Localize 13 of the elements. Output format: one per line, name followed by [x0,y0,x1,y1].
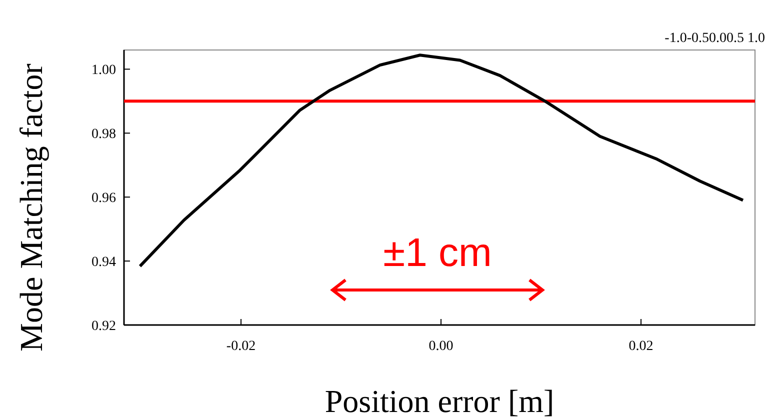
text: -1.0-0.50.00.5 1.0 [664,31,765,46]
line-series [138,54,744,268]
y-tick-label: 0.96 [92,191,116,206]
x-tick-label: 0.02 [628,339,654,354]
x-tick-label: -0.02 [226,339,256,354]
annotation: ±1 cm [383,231,492,275]
y-tick-label: 1.00 [92,63,116,78]
x-axis-title: Position error [m] [324,383,554,419]
x-tick-label: 0.00 [428,339,454,354]
y-tick-label: 0.98 [92,127,116,142]
y-tick-label: 0.92 [92,319,116,334]
y-axis-title: Mode Matching factor [13,63,49,352]
y-tick-label: 0.94 [92,255,116,270]
